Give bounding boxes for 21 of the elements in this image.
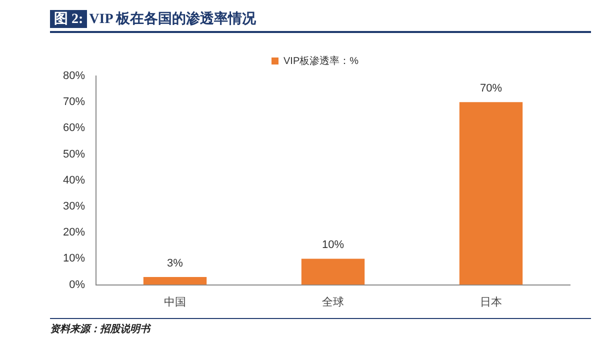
y-tick-label: 20% [62,226,86,239]
x-tick-label: 日本 [480,295,502,308]
x-tick-label: 中国 [164,295,186,308]
y-tick-label: 50% [62,148,86,160]
data-label: 70% [480,82,502,95]
y-tick-label: 30% [62,200,86,213]
legend-label: VIP板渗透率：% [283,54,359,67]
data-label: 10% [322,239,344,252]
text: 资料来源：招股说明书 [50,322,150,336]
y-tick-label: 80% [62,70,86,82]
data-label: 3% [167,258,184,270]
bar [143,276,207,285]
bar [459,102,523,285]
x-tick-label: 全球 [322,295,344,308]
y-tick-label: 10% [62,252,86,265]
y-tick-label: 0% [69,278,86,291]
y-tick-label: 40% [62,174,86,186]
y-tick-label: 60% [62,122,86,134]
chart-title: 图 2: VIP 板在各国的渗透率情况 [53,10,256,28]
bar [301,258,365,285]
y-tick-label: 70% [62,96,86,108]
